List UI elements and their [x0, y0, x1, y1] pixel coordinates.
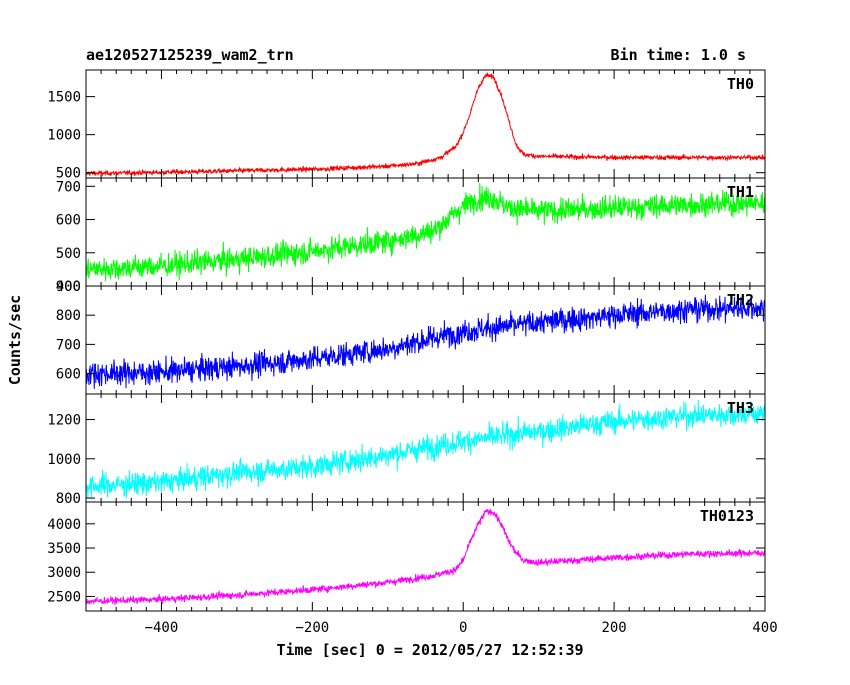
y-tick-label-th1: 500: [56, 246, 81, 262]
y-tick-label-th2: 800: [56, 308, 81, 324]
panel-label-th2: TH2: [727, 291, 754, 309]
x-tick-label: 0: [459, 620, 467, 636]
x-axis-label: Time [sec] 0 = 2012/05/27 12:52:39: [276, 641, 583, 659]
y-tick-label-th0: 1500: [47, 90, 81, 106]
x-tick-label: 400: [752, 620, 777, 636]
y-tick-label-th0: 500: [56, 166, 81, 182]
y-tick-label-th3: 800: [56, 491, 81, 507]
chart-title: ae120527125239_wam2_trn: [86, 46, 294, 64]
y-tick-label-th1: 600: [56, 213, 81, 229]
y-tick-label-th3: 1000: [47, 452, 81, 468]
panel-label-th0: TH0: [727, 75, 754, 93]
y-tick-label-th1: 400: [56, 279, 81, 295]
y-tick-label-th0: 1000: [47, 128, 81, 144]
x-tick-label: −200: [295, 620, 329, 636]
panel-label-th0123: TH0123: [700, 507, 754, 525]
panel-frame-th2: [85, 285, 766, 395]
panel-label-th1: TH1: [727, 183, 754, 201]
panel-frame-th0123: [85, 501, 766, 612]
panel-label-th3: TH3: [727, 399, 754, 417]
y-tick-label-th0123: 2500: [47, 589, 81, 605]
series-line-th0123: [85, 508, 766, 606]
y-tick-label-th2: 900: [56, 279, 81, 295]
series-line-th0: [85, 71, 766, 177]
panels-group: 500 1000 1500 TH0 400 500 600 700 TH1 600 700 800 90…: [47, 69, 778, 636]
y-tick-label-th0123: 3000: [47, 565, 81, 581]
y-tick-label-th1: 700: [56, 179, 81, 195]
y-tick-label-th2: 700: [56, 337, 81, 353]
x-tick-label: 200: [601, 620, 626, 636]
y-tick-label-th2: 600: [56, 367, 81, 383]
x-tick-label: −400: [145, 620, 179, 636]
bin-time-label: Bin time: 1.0 s: [611, 46, 746, 64]
y-tick-label-th0123: 3500: [47, 541, 81, 557]
series-line-th1: [85, 183, 766, 282]
series-line-th2: [85, 294, 766, 389]
y-tick-label-th0123: 4000: [47, 517, 81, 533]
y-tick-label-th3: 1200: [47, 413, 81, 429]
series-line-th3: [85, 399, 766, 499]
y-axis-label: Counts/sec: [6, 295, 24, 385]
